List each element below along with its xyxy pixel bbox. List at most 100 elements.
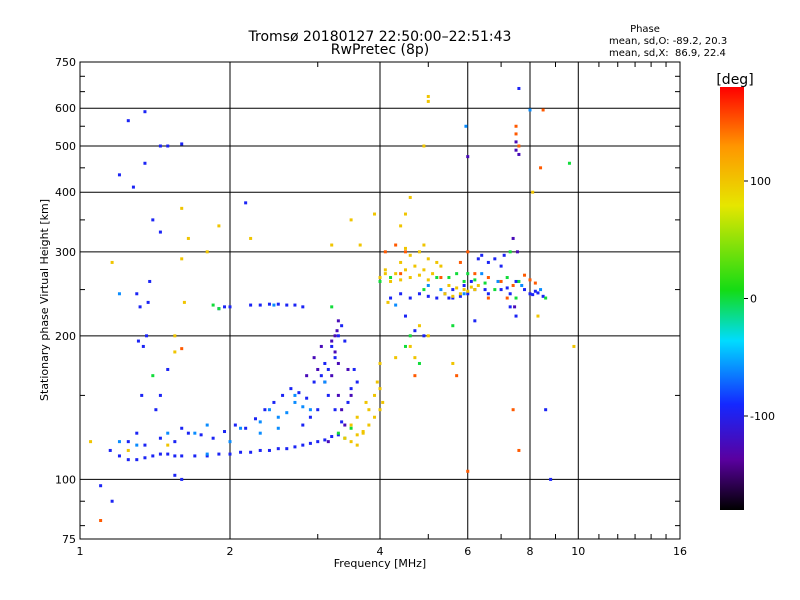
data-point	[389, 276, 393, 280]
data-point	[108, 448, 112, 452]
data-point	[316, 440, 320, 444]
data-point	[544, 408, 548, 412]
data-point	[330, 243, 334, 247]
data-point	[514, 132, 518, 136]
data-point	[399, 224, 403, 228]
data-point	[158, 436, 162, 440]
x-axis-ticks: 1 2 4 6 8 10 16	[77, 62, 687, 558]
data-point	[258, 431, 262, 435]
data-point	[301, 443, 305, 447]
data-point	[361, 430, 365, 434]
data-point	[389, 279, 393, 283]
data-point	[173, 334, 177, 338]
data-point	[228, 305, 232, 309]
data-point	[355, 380, 359, 384]
data-point	[403, 250, 407, 254]
data-point	[417, 273, 421, 277]
data-point	[480, 272, 484, 276]
data-point	[158, 230, 162, 234]
data-point	[466, 289, 470, 293]
y-tick-label: 400	[55, 186, 76, 199]
data-point	[276, 302, 280, 306]
data-point	[180, 426, 184, 430]
data-point	[205, 454, 209, 458]
data-point	[426, 278, 430, 282]
data-point	[146, 300, 150, 304]
data-point	[330, 339, 334, 343]
data-point	[267, 448, 271, 452]
y-axis-ticks: 75 100 200 300 400 500 600 750	[55, 56, 680, 546]
data-point	[466, 250, 470, 254]
data-point	[330, 374, 334, 378]
data-point	[403, 344, 407, 348]
data-point	[158, 452, 162, 456]
data-point	[166, 144, 170, 148]
data-point	[267, 302, 271, 306]
data-point	[330, 435, 334, 439]
data-point	[511, 408, 515, 412]
data-point	[151, 218, 155, 222]
data-point	[199, 433, 203, 437]
data-point	[462, 279, 466, 283]
data-point	[182, 300, 186, 304]
data-point	[394, 243, 398, 247]
y-axis-label: Stationary phase Virtual Height [km]	[38, 199, 51, 401]
data-point	[505, 296, 509, 300]
data-point	[126, 458, 130, 462]
data-point	[336, 393, 340, 397]
data-point	[301, 405, 305, 409]
y-tick-label: 750	[55, 56, 76, 69]
data-point	[426, 99, 430, 103]
data-point	[333, 356, 337, 360]
data-point	[330, 344, 334, 348]
data-point	[323, 380, 327, 384]
data-point	[426, 294, 430, 298]
data-point	[308, 415, 312, 419]
data-point	[517, 152, 521, 156]
data-point	[499, 288, 503, 292]
data-point	[281, 393, 285, 397]
data-point	[417, 292, 421, 296]
data-point	[413, 329, 417, 333]
data-point	[451, 324, 455, 328]
data-point	[378, 387, 382, 391]
chart-title: Tromsø 20180127 22:50:00–22:51:43	[248, 29, 512, 45]
data-point	[528, 278, 532, 282]
data-point	[435, 260, 439, 264]
data-point	[333, 350, 337, 354]
data-points	[89, 86, 576, 523]
data-point	[136, 339, 140, 343]
data-point	[483, 281, 487, 285]
data-point	[403, 246, 407, 250]
data-point	[508, 292, 512, 296]
data-point	[451, 296, 455, 300]
data-point	[447, 296, 451, 300]
data-point	[517, 279, 521, 283]
data-point	[223, 430, 227, 434]
data-point	[466, 469, 470, 473]
data-point	[316, 408, 320, 412]
data-point	[110, 260, 114, 264]
data-point	[531, 293, 535, 297]
data-point	[166, 431, 170, 435]
data-point	[505, 286, 509, 290]
data-point	[135, 443, 139, 447]
data-point	[89, 440, 93, 444]
data-point	[267, 408, 271, 412]
data-point	[383, 268, 387, 272]
data-point	[349, 423, 353, 427]
data-point	[399, 260, 403, 264]
data-point	[426, 94, 430, 98]
y-tick-label: 600	[55, 102, 76, 115]
data-point	[528, 108, 532, 112]
data-point	[373, 415, 377, 419]
data-point	[312, 380, 316, 384]
data-point	[335, 329, 339, 333]
phase-info-o: mean, sd,O: -89.2, 20.3	[609, 36, 727, 47]
data-point	[143, 110, 147, 114]
data-point	[464, 124, 468, 128]
data-point	[166, 443, 170, 447]
x-tick-label: 4	[377, 545, 384, 558]
data-point	[399, 278, 403, 282]
data-point	[435, 296, 439, 300]
